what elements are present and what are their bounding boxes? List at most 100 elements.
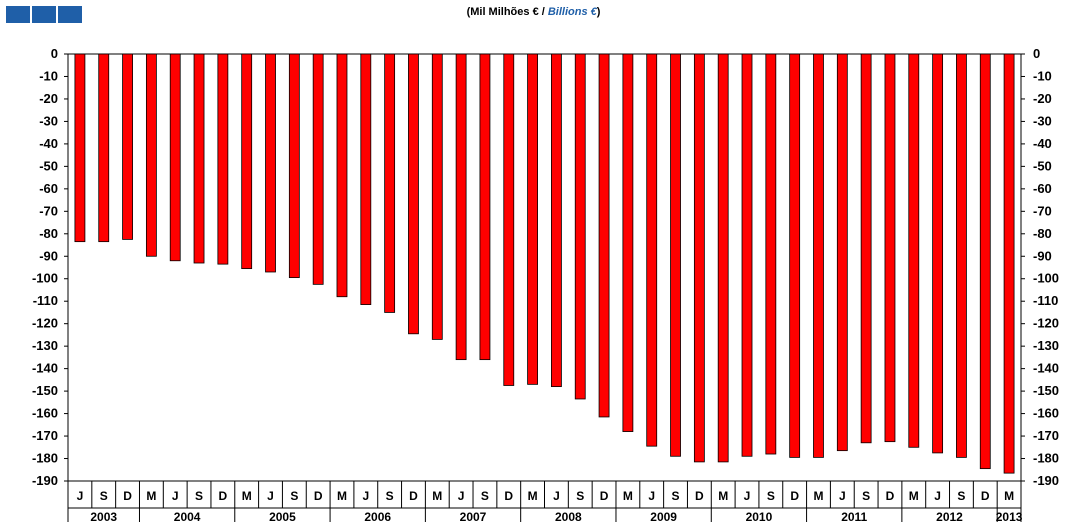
x-category-label: D [409, 489, 418, 503]
y-tick-label-left: -10 [39, 68, 58, 83]
x-year-label: 2010 [746, 510, 773, 522]
x-year-label: 2005 [269, 510, 296, 522]
y-tick-label-left: -140 [32, 361, 58, 376]
bar [717, 53, 729, 463]
logo-square [6, 6, 30, 23]
y-tick-label-left: -190 [32, 473, 58, 488]
y-tick-label-right: -90 [1033, 248, 1052, 263]
chart-title: (Mil Milhões € / Billions €) [0, 6, 1067, 18]
x-category-label: D [314, 489, 323, 503]
bar [836, 53, 848, 452]
x-category-label: J [77, 489, 84, 503]
x-category-label: J [648, 489, 655, 503]
chart-title-pt: (Mil Milhões € / [466, 6, 548, 18]
y-tick-label-right: -60 [1033, 181, 1052, 196]
x-category-label: M [337, 489, 347, 503]
y-tick-label-right: -80 [1033, 226, 1052, 241]
x-year-label: 2009 [650, 510, 677, 522]
logo-square [32, 6, 56, 23]
x-year-label: 2007 [460, 510, 487, 522]
x-category-label: M [813, 489, 823, 503]
bar [336, 53, 348, 298]
bar [860, 53, 872, 444]
y-tick-label-left: -160 [32, 406, 58, 421]
x-category-label: J [934, 489, 941, 503]
x-category-label: M [432, 489, 442, 503]
x-category-label: D [219, 489, 228, 503]
y-tick-label-right: -40 [1033, 136, 1052, 151]
x-year-label: 2012 [936, 510, 963, 522]
bar [288, 53, 300, 279]
y-tick-label-right: -140 [1033, 361, 1059, 376]
bar [145, 53, 157, 257]
x-category-label: D [886, 489, 895, 503]
x-category-label: J [172, 489, 179, 503]
x-category-label: S [576, 489, 584, 503]
bar [598, 53, 610, 418]
bar [622, 53, 634, 432]
x-year-label: 2008 [555, 510, 582, 522]
y-tick-label-right: -110 [1033, 293, 1058, 308]
bar [646, 53, 658, 447]
bar [979, 53, 991, 470]
y-tick-label-left: 0 [51, 46, 58, 61]
x-category-label: S [767, 489, 775, 503]
x-category-label: J [362, 489, 369, 503]
x-category-label: D [600, 489, 609, 503]
y-tick-label-right: -170 [1033, 428, 1059, 443]
y-tick-label-left: -70 [39, 203, 58, 218]
bar [169, 53, 181, 262]
bar [527, 53, 538, 385]
bar [956, 53, 967, 458]
chart-title-close: ) [596, 6, 601, 18]
x-category-label: D [695, 489, 704, 503]
x-year-label: 2004 [174, 510, 201, 522]
y-tick-label-left: -40 [39, 136, 58, 151]
x-category-label: D [504, 489, 513, 503]
x-category-label: J [744, 489, 751, 503]
y-tick-label-left: -100 [32, 271, 58, 286]
y-tick-label-left: -110 [33, 293, 58, 308]
x-category-label: J [839, 489, 846, 503]
x-category-label: J [458, 489, 465, 503]
y-tick-label-left: -80 [39, 226, 58, 241]
plot-frame [67, 53, 1022, 482]
x-category-label: S [386, 489, 394, 503]
y-tick-label-right: -130 [1033, 338, 1059, 353]
bar [360, 53, 372, 305]
y-tick-label-right: -70 [1033, 203, 1052, 218]
x-category-label: S [862, 489, 870, 503]
y-tick-label-right: -50 [1033, 158, 1052, 173]
y-tick-label-right: -180 [1033, 451, 1059, 466]
bar [479, 53, 491, 361]
x-category-label: S [672, 489, 680, 503]
x-year-label: 2006 [364, 510, 391, 522]
x-category-label: D [790, 489, 799, 503]
bar [932, 53, 944, 454]
bar [431, 53, 443, 340]
x-category-label: M [528, 489, 538, 503]
bar [265, 53, 276, 273]
bar [574, 53, 586, 400]
x-category-label: D [981, 489, 990, 503]
x-category-label: S [195, 489, 203, 503]
bar [551, 53, 562, 388]
bar [455, 53, 467, 361]
bar [241, 53, 253, 270]
y-tick-label-right: -30 [1033, 113, 1052, 128]
bar [193, 53, 205, 264]
y-tick-label-left: -120 [32, 316, 58, 331]
bar [884, 53, 896, 443]
bar [217, 53, 229, 265]
x-year-label: 2003 [90, 510, 117, 522]
x-category-label: M [1004, 489, 1014, 503]
x-category-label: M [146, 489, 156, 503]
y-tick-label-left: -180 [32, 451, 58, 466]
bar [1003, 53, 1015, 474]
bar [670, 53, 681, 457]
bar [503, 53, 515, 386]
bar [122, 53, 133, 240]
y-tick-label-left: -130 [32, 338, 58, 353]
y-tick-label-left: -50 [39, 158, 58, 173]
bar [312, 53, 324, 285]
